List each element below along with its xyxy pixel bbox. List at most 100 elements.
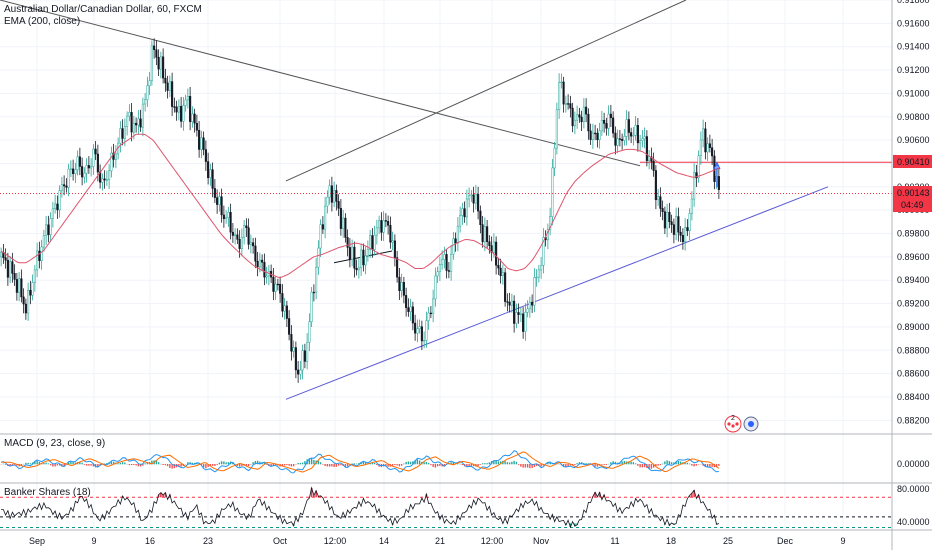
price-tick-label: 0.89400 bbox=[897, 275, 930, 285]
macd-histogram-bar bbox=[47, 463, 50, 465]
macd-histogram-bar bbox=[670, 462, 673, 465]
macd-histogram-bar bbox=[558, 463, 560, 465]
candle-body bbox=[589, 130, 592, 140]
candle-body bbox=[159, 56, 162, 70]
candle-body bbox=[463, 208, 466, 218]
banker-bar bbox=[693, 490, 695, 498]
macd-histogram-bar bbox=[641, 464, 644, 468]
candle-body bbox=[526, 308, 529, 313]
event-icons[interactable]: 2 bbox=[724, 415, 759, 433]
macd-histogram-bar bbox=[648, 464, 650, 470]
main-price-pane[interactable]: 2 bbox=[0, 0, 892, 433]
time-tick-label: 9 bbox=[840, 536, 845, 546]
macd-histogram-bar bbox=[603, 464, 605, 465]
candle-body bbox=[315, 266, 318, 293]
candle-body bbox=[346, 237, 349, 248]
candle-body bbox=[564, 103, 567, 105]
candle-body bbox=[254, 245, 257, 262]
candle-body bbox=[177, 106, 180, 113]
candle-body bbox=[297, 369, 300, 375]
macd-histogram-bar bbox=[414, 460, 416, 465]
candle-body bbox=[560, 81, 563, 84]
macd-histogram-bar bbox=[643, 464, 646, 468]
trend-line[interactable] bbox=[285, 186, 829, 400]
candle-body bbox=[666, 211, 669, 229]
candle-body bbox=[265, 275, 268, 278]
candle-body bbox=[258, 259, 261, 268]
price-tick-label: 0.88400 bbox=[897, 392, 930, 402]
macd-histogram-bar bbox=[706, 464, 709, 468]
price-tick-label: 0.91000 bbox=[897, 88, 930, 98]
macd-histogram-bar bbox=[547, 461, 549, 465]
price-scale[interactable]: 0.91800 0.91600 0.91400 0.91200 0.91000 0.908… bbox=[897, 0, 930, 425]
candle-body bbox=[454, 238, 457, 244]
time-tick-label: 18 bbox=[666, 536, 676, 546]
macd-histogram-bar bbox=[387, 464, 389, 467]
candle-body bbox=[420, 326, 423, 342]
macd-histogram-bar bbox=[565, 464, 567, 467]
macd-histogram-bar bbox=[92, 464, 95, 467]
macd-scale[interactable]: 0.00000 bbox=[897, 459, 930, 469]
candle-body bbox=[630, 132, 633, 137]
candle-body bbox=[677, 216, 680, 233]
candle-body bbox=[483, 226, 486, 243]
candle-body bbox=[247, 227, 250, 245]
trend-lines[interactable] bbox=[0, 0, 892, 400]
price-tick-label: 0.91200 bbox=[897, 65, 930, 75]
candle-body bbox=[310, 291, 313, 323]
trend-line[interactable] bbox=[285, 0, 687, 182]
candle-body bbox=[661, 208, 664, 212]
candle-body bbox=[387, 221, 390, 226]
candle-body bbox=[123, 126, 126, 139]
macd-histogram-bar bbox=[601, 464, 603, 465]
time-tick-label: 25 bbox=[723, 536, 733, 546]
candle-body bbox=[153, 45, 156, 50]
macd-histogram-bar bbox=[124, 462, 126, 465]
candle-body bbox=[330, 185, 333, 203]
candle-body bbox=[288, 318, 291, 335]
macd-histogram-bar bbox=[709, 464, 711, 468]
macd-pane[interactable] bbox=[0, 450, 720, 474]
candle-body bbox=[429, 312, 432, 315]
macd-histogram-bar bbox=[623, 460, 626, 465]
candle-body bbox=[249, 242, 252, 245]
chart-background bbox=[0, 0, 892, 550]
trend-line[interactable] bbox=[0, 0, 641, 167]
candle-body bbox=[618, 138, 621, 140]
price-tick-label: 0.91800 bbox=[897, 0, 930, 5]
candle-body bbox=[396, 257, 399, 278]
time-scale[interactable]: Sep 9 16 23 Oct 12:00 14 21 12:00 Nov 11 18 25 Dec 9 bbox=[29, 536, 846, 546]
macd-histogram-bar bbox=[594, 464, 596, 467]
time-tick-label: Sep bbox=[29, 536, 45, 546]
macd-histogram-bar bbox=[216, 464, 218, 465]
price-tick-label: 0.90800 bbox=[897, 112, 930, 122]
candle-body bbox=[195, 122, 198, 131]
candle-body bbox=[670, 221, 673, 225]
candle-body bbox=[279, 283, 282, 294]
candle-body bbox=[452, 238, 455, 255]
candle-body bbox=[681, 235, 684, 243]
candle-body bbox=[308, 321, 311, 343]
candle-body bbox=[324, 205, 327, 230]
macd-histogram-bar bbox=[576, 463, 578, 465]
candle-body bbox=[335, 190, 338, 202]
macd-histogram-bar bbox=[621, 461, 623, 465]
candle-body bbox=[24, 303, 27, 314]
candle-body bbox=[60, 184, 63, 191]
candle-body bbox=[364, 255, 367, 266]
candle-body bbox=[119, 128, 122, 144]
candle-body bbox=[639, 140, 642, 144]
banker-scale[interactable]: 80.0000 40.0000 bbox=[897, 484, 930, 527]
candle-body bbox=[171, 81, 174, 107]
banker-shares-pane[interactable] bbox=[0, 486, 892, 529]
macd-histogram-bar bbox=[36, 460, 38, 465]
candle-body bbox=[650, 156, 653, 162]
macd-histogram-bar bbox=[459, 463, 461, 465]
candle-body bbox=[85, 165, 88, 174]
candle-body bbox=[423, 340, 426, 342]
macd-histogram-bar bbox=[684, 462, 686, 465]
candle-body bbox=[443, 254, 446, 260]
candle-body bbox=[108, 170, 111, 180]
candle-body bbox=[105, 179, 108, 181]
